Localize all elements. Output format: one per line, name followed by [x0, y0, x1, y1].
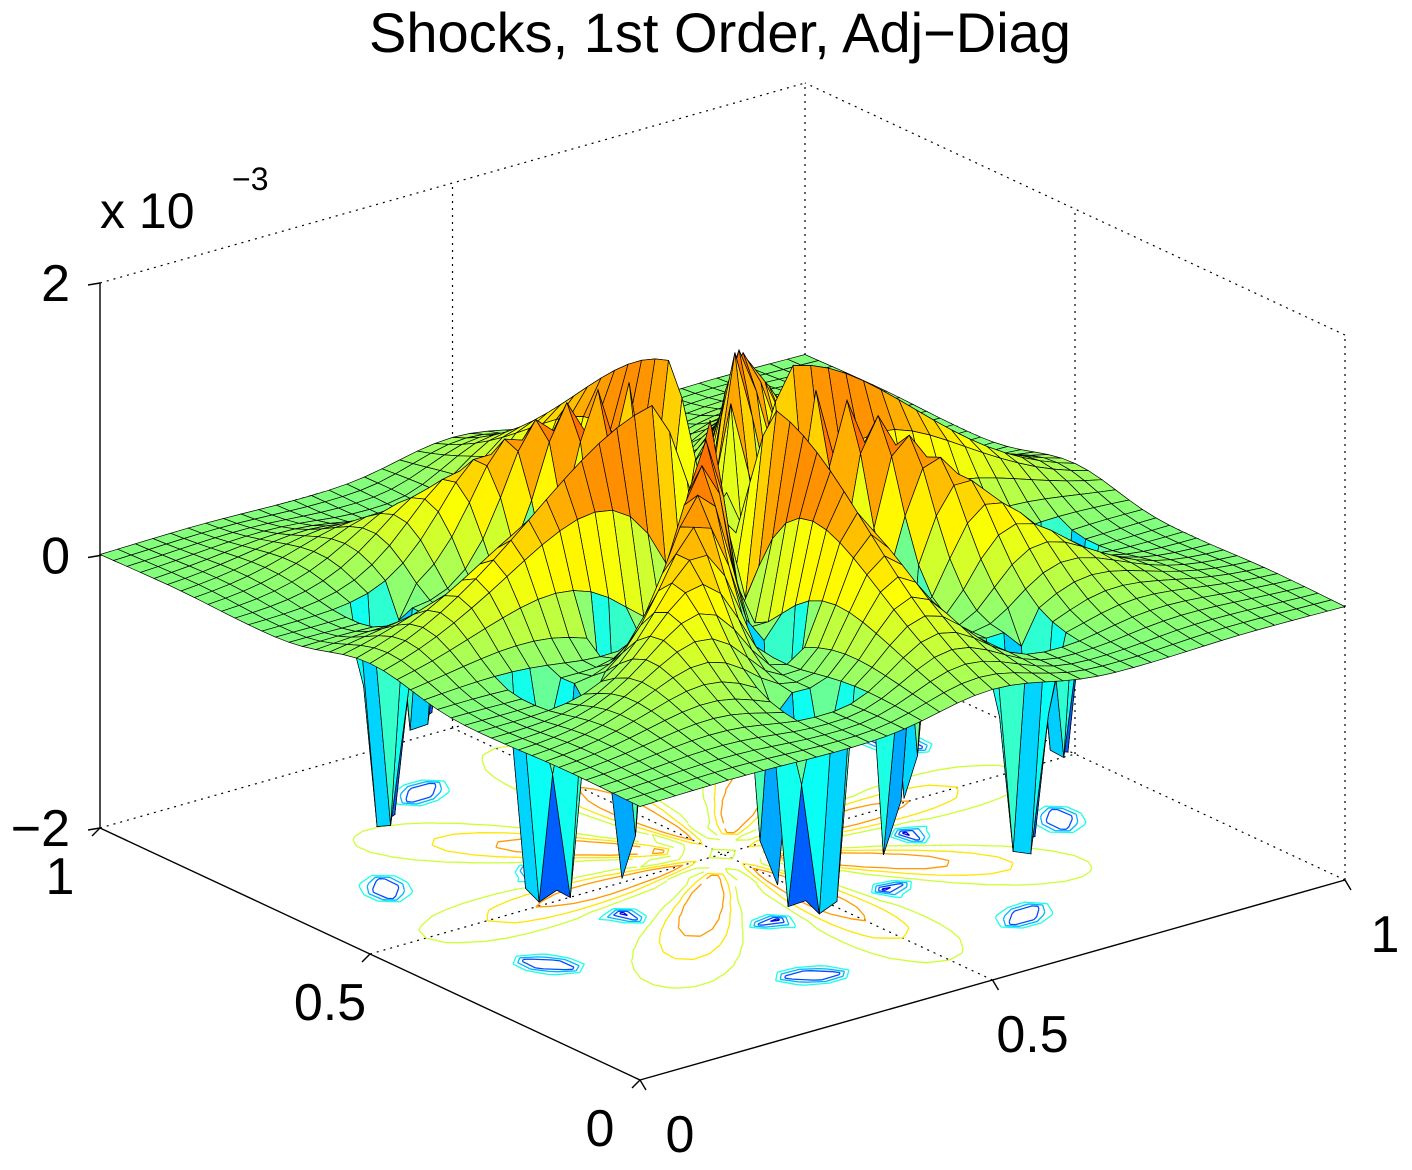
- y-tick: [91, 827, 101, 837]
- top-back-edge-y: [804, 82, 1346, 336]
- x-tick-label: 0.5: [996, 1006, 1068, 1064]
- z-tick: [87, 827, 101, 831]
- floor-back-edge-y: [804, 627, 1346, 881]
- y-tick-label: 0: [586, 1100, 615, 1158]
- chart-title: Shocks, 1st Order, Adj−Diag: [369, 1, 1071, 64]
- floor-grid-y: [369, 753, 1076, 955]
- x-tick: [991, 979, 1000, 991]
- x-tick: [1344, 879, 1352, 891]
- x-tick: [639, 1079, 647, 1091]
- axis-ticks: −2 0 2 0 0.5 1 0 0.5 1: [11, 255, 1400, 1164]
- y-tick: [631, 1079, 641, 1089]
- z-multiplier-text: x 10: [100, 183, 195, 239]
- z-tick-label: −2: [11, 800, 70, 858]
- x-tick-label: 1: [1371, 906, 1400, 964]
- surface-patch: [625, 794, 659, 807]
- z-tick-label: 2: [41, 255, 70, 313]
- surface-mesh: [98, 348, 1346, 915]
- z-multiplier: x 10 −3: [100, 161, 268, 239]
- z-tick: [87, 554, 101, 559]
- z-tick: [87, 282, 101, 286]
- y-tick: [361, 953, 371, 963]
- y-tick-label: 0.5: [294, 974, 366, 1032]
- z-tick-label: 0: [41, 528, 70, 586]
- y-tick-label: 1: [46, 848, 75, 906]
- x-tick-label: 0: [666, 1106, 695, 1164]
- z-multiplier-exponent: −3: [232, 161, 268, 197]
- top-back-edge-x: [99, 82, 806, 284]
